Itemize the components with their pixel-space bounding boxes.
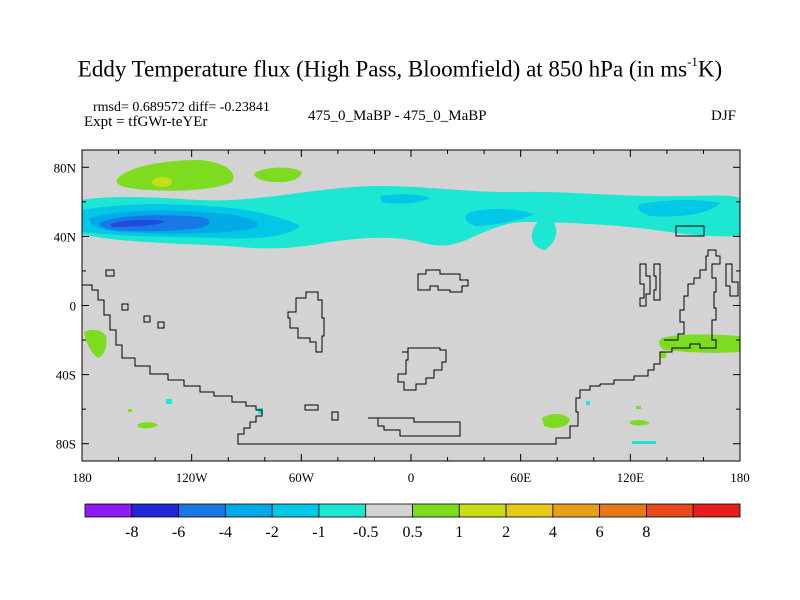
colorbar-label: -0.5 xyxy=(353,524,378,541)
x-tick-label: 120W xyxy=(176,470,209,485)
contour-dot-3 xyxy=(258,408,263,414)
contour-patch-plus1-so xyxy=(542,414,570,428)
coast-atlantic-island xyxy=(287,291,325,353)
comparison-label: 475_0_MaBP - 475_0_MaBP xyxy=(308,108,487,124)
contour-dot-6 xyxy=(636,406,641,409)
colorbar-label: 4 xyxy=(549,524,557,541)
chart-title: Eddy Temperature flux (High Pass, Bloomf… xyxy=(77,54,723,82)
coast-small-4 xyxy=(157,321,165,329)
contour-patch-plus1-so3 xyxy=(630,419,650,426)
colorbar-label: 1 xyxy=(455,524,463,541)
contour-patch-plus1-sp xyxy=(84,329,107,358)
colorbar xyxy=(84,503,741,518)
contour-patch-plus2-np xyxy=(152,177,172,187)
contour-band-minus2-c xyxy=(638,200,720,217)
colorbar-swatch xyxy=(692,503,741,518)
coast-east-asia-2 xyxy=(653,263,661,301)
y-tick-label: 0 xyxy=(70,299,77,314)
colorbar-label: -1 xyxy=(312,524,325,541)
contour-band-minus6-b xyxy=(110,219,165,227)
coast-australia xyxy=(600,249,721,385)
colorbar-swatch xyxy=(412,503,460,518)
colorbar-label: 8 xyxy=(642,524,650,541)
contour-patch-plus1-so2 xyxy=(138,422,158,429)
colorbar-swatch xyxy=(552,503,601,518)
x-tick-label: 60E xyxy=(510,470,531,485)
coast-south-america-africa xyxy=(82,284,601,445)
coast-pacific-island xyxy=(675,225,705,237)
x-axis: 180 120W 60W 0 60E 120E 180 xyxy=(72,150,750,485)
coast-africa-south xyxy=(397,347,447,391)
coast-island-b xyxy=(331,411,339,421)
rmsd-label: rmsd= 0.689572 diff= -0.23841 xyxy=(93,100,270,115)
colorbar-label: 2 xyxy=(502,524,510,541)
colorbar-swatch xyxy=(458,503,507,518)
colorbar-swatch xyxy=(178,503,226,518)
coast-small-2 xyxy=(121,303,129,311)
y-tick-label: 80N xyxy=(54,160,77,175)
colorbar-label: -2 xyxy=(265,524,278,541)
y-tick-label: 40S xyxy=(56,368,76,383)
colorbar-swatch xyxy=(131,503,179,518)
y-tick-label: 80S xyxy=(56,437,76,452)
colorbar-swatch xyxy=(318,503,367,518)
coast-small-3 xyxy=(143,315,151,323)
contour-band-minus2-b xyxy=(465,208,535,226)
colorbar-swatch xyxy=(84,503,133,518)
colorbar-labels: -8 -6 -4 -2 -1 -0.5 0.5 1 2 4 6 8 xyxy=(125,524,650,541)
colorbar-label: -8 xyxy=(125,524,138,541)
contour-band-minus2-d xyxy=(380,194,430,204)
colorbar-label: 0.5 xyxy=(403,524,423,541)
x-tick-label: 180 xyxy=(730,470,750,485)
y-axis: 80N 40N 0 40S 80S xyxy=(54,160,740,452)
x-tick-label: 120E xyxy=(617,470,645,485)
coast-south-atlantic-island xyxy=(304,404,319,411)
coast-small-1 xyxy=(105,269,115,277)
colorbar-label: -6 xyxy=(172,524,185,541)
colorbar-label: 6 xyxy=(596,524,604,541)
x-tick-label: 180 xyxy=(72,470,92,485)
contour-dot-4 xyxy=(586,401,590,405)
coast-antarctic-peninsula xyxy=(368,417,461,437)
contour-dot-7 xyxy=(632,441,656,444)
season-label: DJF xyxy=(711,108,737,124)
colorbar-swatch xyxy=(271,503,320,518)
map-panel xyxy=(82,150,740,461)
x-tick-label: 0 xyxy=(408,470,415,485)
x-tick-label: 60W xyxy=(289,470,315,485)
colorbar-swatch xyxy=(599,503,647,518)
contour-dot-2 xyxy=(166,399,172,404)
coastlines xyxy=(82,225,739,445)
contour-dot-1 xyxy=(128,409,132,412)
contour-band-minus1-b xyxy=(531,215,557,250)
coast-east-asia-1 xyxy=(639,263,651,307)
colorbar-label: -4 xyxy=(219,524,232,541)
colorbar-swatch xyxy=(224,503,273,518)
y-tick-label: 40N xyxy=(54,229,77,244)
colorbar-swatch xyxy=(505,503,554,518)
contour-patch-plus1-na xyxy=(254,167,302,183)
coast-africa-horn xyxy=(417,269,469,293)
experiment-label: Expt = tfGWr-teYEr xyxy=(84,114,208,130)
colorbar-swatch xyxy=(365,503,413,518)
contour-patch-plus1-np xyxy=(116,160,234,191)
colorbar-swatch xyxy=(646,503,694,518)
coast-east-asia-3 xyxy=(725,263,739,297)
contour-dot-5 xyxy=(660,352,666,358)
